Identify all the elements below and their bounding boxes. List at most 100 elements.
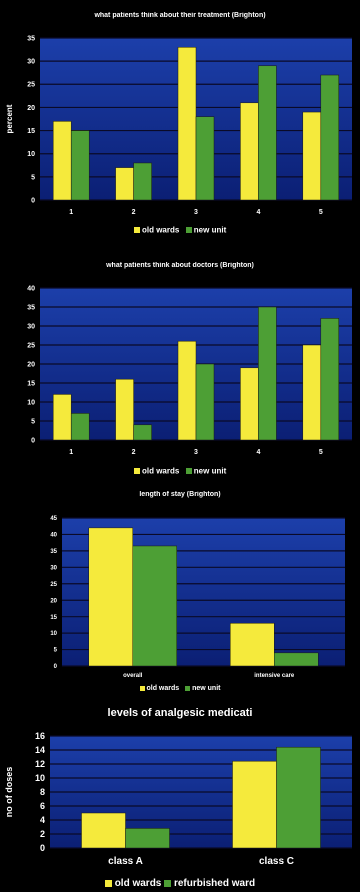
y-tick-label: 20	[27, 361, 35, 368]
x-tick-label: intensive care	[254, 673, 295, 679]
x-tick-label: 5	[319, 209, 323, 216]
bar-old-2	[115, 167, 134, 201]
bar-old-1	[52, 121, 72, 201]
bar-old-5	[302, 111, 322, 201]
bar-new-2	[276, 746, 321, 849]
y-tick-label: 45	[50, 516, 57, 522]
legend-swatch-old	[139, 686, 145, 691]
x-tick-label: 5	[319, 449, 323, 456]
legend-label-new: new unit	[193, 225, 227, 235]
chart-legend: old wards refurbished ward	[0, 878, 360, 889]
bar-new-3	[195, 363, 215, 441]
bar-old-2	[115, 378, 134, 441]
chart-svg-3: 0 5 10 15 20 25 30 35 40 45 overall intensive care	[50, 516, 345, 679]
bar-new-2	[274, 652, 319, 667]
bar-new-4	[258, 65, 277, 201]
chart-title: levels of analgesic medicati	[107, 707, 253, 719]
x-tick-label: class C	[259, 856, 294, 867]
x-tick-label: 2	[132, 209, 136, 216]
y-tick-label: 30	[27, 59, 35, 66]
y-tick-label: 10	[35, 773, 45, 783]
chart-svg-1: 0 5 10 15 20 25 30 35 percent 1 2 3 4 5	[5, 35, 352, 216]
legend-label-new: new unit	[192, 685, 221, 692]
bar-new-4	[258, 306, 277, 441]
y-tick-label: 30	[27, 323, 35, 330]
bar-old-3	[177, 47, 197, 201]
y-tick-label: 20	[50, 598, 57, 604]
y-tick-label: 14	[35, 745, 45, 755]
legend-swatch-new	[185, 686, 191, 691]
legend-label-old: old wards	[141, 466, 180, 476]
x-tick-label: 4	[256, 209, 260, 216]
y-tick-label: 35	[27, 304, 35, 311]
chart-legend: old wards new unit	[0, 466, 360, 475]
y-tick-label: 5	[31, 174, 35, 181]
bar-new-3	[195, 116, 215, 201]
y-tick-label: 2	[40, 829, 45, 839]
legend-swatch-old	[133, 226, 140, 233]
legend-label-new: new unit	[193, 466, 227, 476]
x-tick-label: class A	[108, 856, 143, 867]
bar-new-2	[133, 162, 152, 201]
y-tick-label: 25	[27, 82, 35, 89]
y-tick-label: 15	[50, 615, 57, 621]
y-tick-label: 16	[35, 731, 45, 741]
y-tick-label: 6	[40, 801, 45, 811]
y-tick-label: 30	[50, 565, 57, 571]
y-tick-label: 25	[27, 342, 35, 349]
y-tick-label: 15	[27, 380, 35, 387]
y-tick-label: 8	[40, 787, 45, 797]
y-tick-label: 10	[27, 151, 35, 158]
legend-swatch-new	[185, 226, 192, 233]
legend-label-new: refurbished ward	[173, 878, 256, 889]
y-tick-label: 10	[27, 399, 35, 406]
legend-swatch-new	[164, 880, 172, 887]
chart-legend: old wards new unit	[0, 685, 360, 692]
x-tick-label: 1	[69, 449, 73, 456]
x-tick-label: 3	[194, 209, 198, 216]
bar-new-2	[133, 424, 152, 441]
bar-old-1	[81, 812, 126, 849]
y-axis-label: no of doses	[4, 767, 14, 818]
bar-new-5	[320, 74, 340, 201]
y-tick-label: 40	[50, 533, 57, 539]
bar-new-1	[70, 413, 90, 441]
x-tick-label: 4	[256, 449, 260, 456]
legend-swatch-old	[104, 880, 112, 887]
y-tick-label: 10	[50, 631, 57, 637]
bar-old-3	[177, 340, 197, 441]
y-tick-label: 20	[27, 105, 35, 112]
y-tick-label: 0	[31, 197, 35, 204]
legend-swatch-new	[185, 467, 192, 474]
bar-new-1	[125, 828, 170, 849]
y-tick-label: 5	[31, 418, 35, 425]
y-tick-label: 0	[31, 437, 35, 444]
y-tick-label: 35	[27, 35, 35, 42]
legend-label-old: old wards	[114, 878, 162, 889]
chart-svg-4: 0 2 4 6 8 10 12 14 16 no of doses class A class C	[4, 731, 352, 867]
legend-swatch-old	[133, 467, 140, 474]
y-tick-label: 25	[50, 582, 57, 588]
y-tick-label: 40	[27, 285, 35, 292]
x-tick-label: 2	[132, 449, 136, 456]
y-tick-label: 4	[40, 815, 45, 825]
x-tick-label: overall	[123, 673, 143, 679]
chart-legend: old wards new unit	[0, 225, 360, 234]
legend-label-old: old wards	[146, 685, 180, 692]
y-tick-label: 15	[27, 128, 35, 135]
y-tick-label: 5	[54, 648, 58, 654]
chart-title: length of stay (Brighton)	[139, 491, 221, 498]
bar-old-4	[240, 102, 259, 201]
bar-old-2	[232, 760, 277, 849]
bar-new-1	[70, 130, 90, 201]
chart-svg-2: 0 5 10 15 20 25 30 35 40 1 2 3 4 5	[27, 285, 352, 456]
bar-new-5	[320, 318, 340, 441]
y-tick-label: 12	[35, 759, 45, 769]
y-tick-label: 0	[54, 664, 58, 670]
legend-label-old: old wards	[141, 225, 180, 235]
x-tick-label: 1	[69, 209, 73, 216]
y-axis-label: percent	[5, 104, 14, 133]
chart-title: what patients think about their treatmen…	[94, 12, 266, 19]
y-tick-label: 0	[40, 843, 45, 853]
bar-old-5	[302, 344, 322, 441]
